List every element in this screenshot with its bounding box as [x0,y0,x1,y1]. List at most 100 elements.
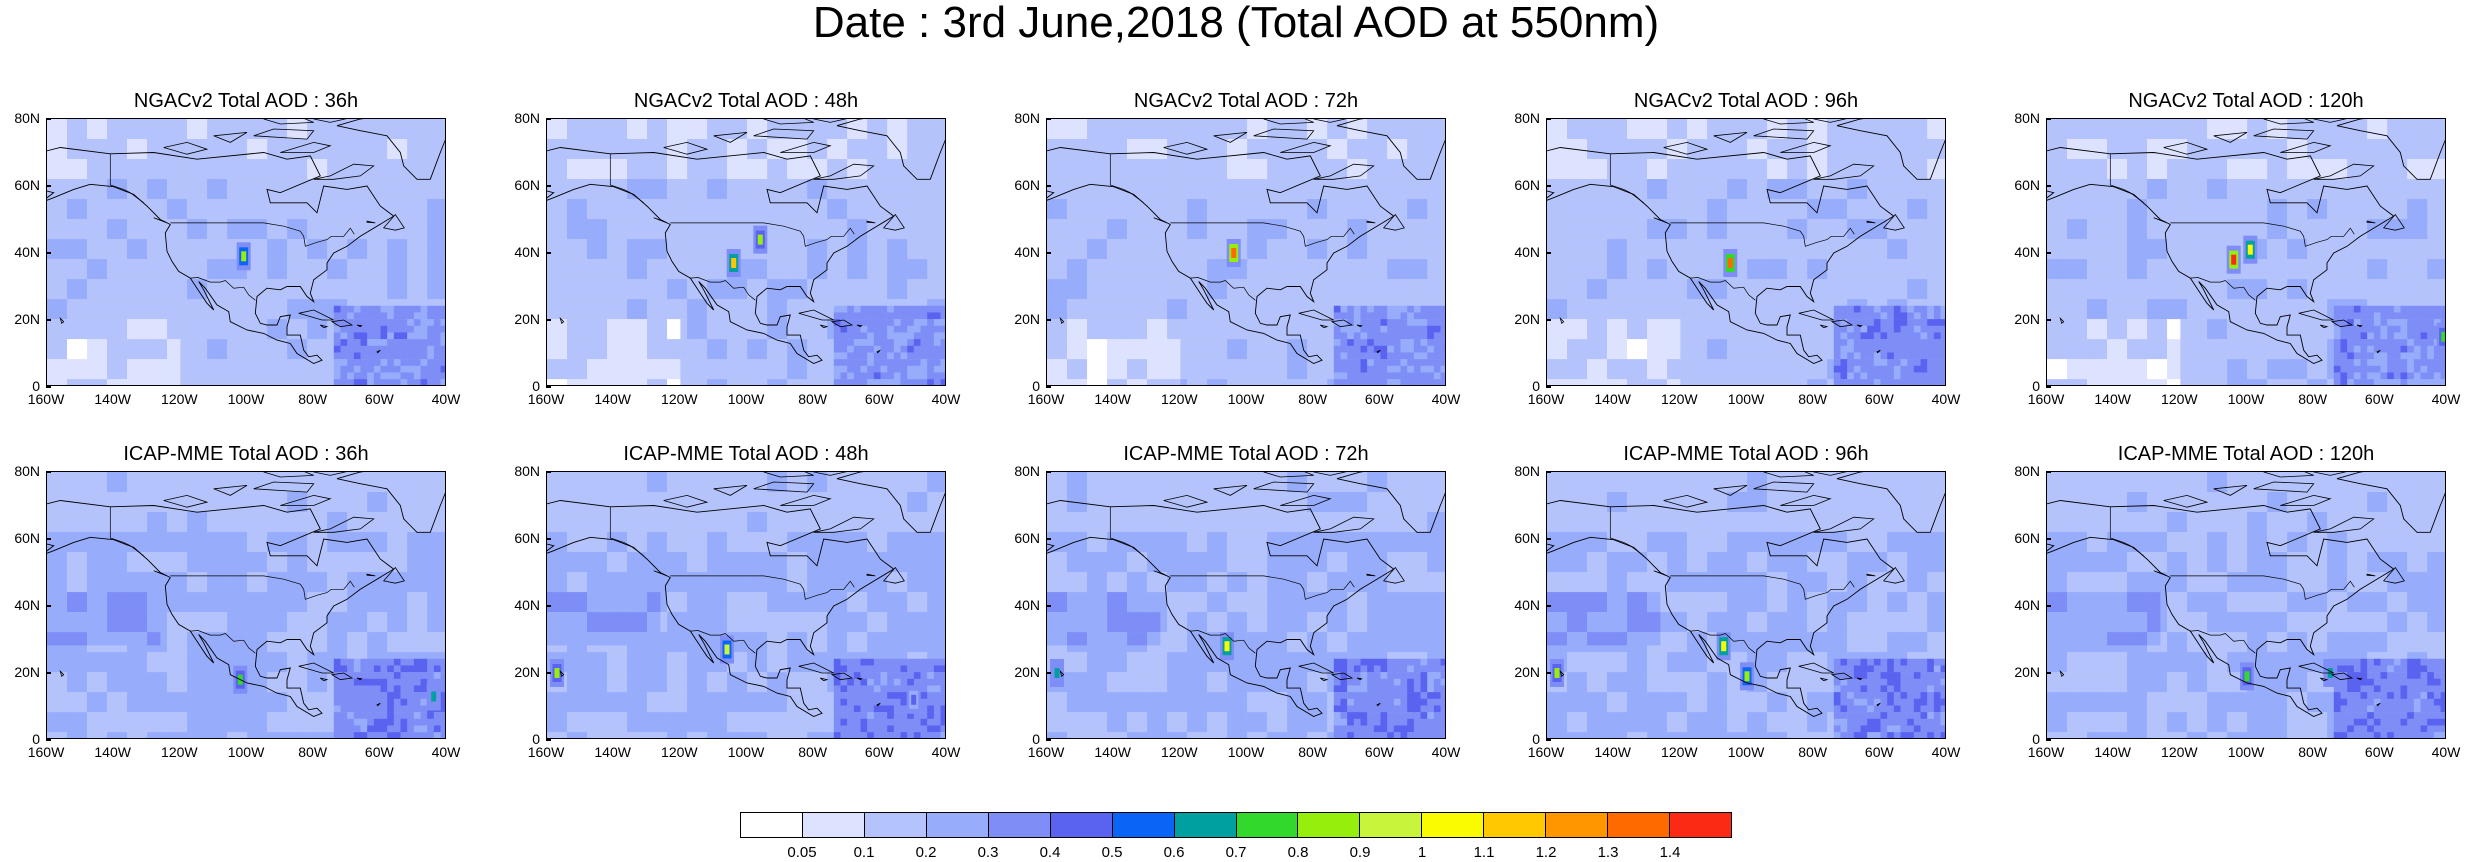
aod-cell [53,319,61,327]
aod-cell [400,185,408,193]
aod-cell [53,152,61,160]
aod-cell [633,232,641,240]
aod-cell [573,172,581,180]
aod-cell [647,359,655,367]
aod-cell [913,312,921,320]
aod-cell [387,305,395,313]
aod-cell [153,232,161,240]
aod-cell [187,232,195,240]
aod-cell [387,365,395,373]
aod-cell [720,345,728,353]
aod-cell [293,365,301,373]
aod-cell [813,132,821,140]
aod-cell [233,219,241,227]
aod-cell [773,165,781,173]
aod-cell [420,239,428,247]
aod-cell [267,285,275,293]
aod-cell [807,359,815,367]
aod-cell [573,165,581,173]
aod-cell [707,365,715,373]
aod-cell [800,359,808,367]
aod-cell [667,159,675,166]
aod-cell [353,139,361,146]
aod-cell [320,179,328,186]
aod-cell [753,205,761,213]
aod-cell [880,145,888,153]
aod-cell [773,139,781,146]
aod-cell [353,365,361,373]
aod-cell [247,152,255,160]
aod-cell [707,125,715,133]
aod-cell [107,365,114,373]
aod-cell [113,299,121,307]
aod-cell [873,312,881,320]
aod-cell [287,279,295,287]
aod-cell [780,299,788,307]
aod-cell [613,279,621,287]
aod-cell [320,345,328,353]
aod-cell [853,239,861,247]
aod-cell [793,299,801,307]
aod-cell [413,319,421,327]
aod-cell [653,352,661,360]
aod-cell [280,132,288,140]
aod-cell [773,365,781,373]
aod-cell [593,325,601,333]
aod-cell [553,305,561,313]
aod-cell [740,145,748,153]
aod-cell [927,279,935,287]
aod-cell [173,339,181,347]
aod-cell [760,299,768,307]
aod-cell [800,159,808,166]
aod-cell [380,265,388,273]
aod-cell [153,165,161,173]
aod-cell [393,345,401,353]
aod-cell [693,225,701,233]
aod-cell [353,259,361,267]
aod-cell [813,172,821,180]
aod-cell [620,359,628,367]
aod-cell [753,319,761,327]
aod-cell [707,199,715,207]
aod-cell [887,252,895,260]
aod-cell [880,212,888,220]
aod-cell [673,332,681,340]
aod-cell [287,299,295,307]
aod-cell [320,165,328,173]
aod-cell [547,232,554,240]
aod-cell [800,339,808,347]
aod-cell [833,299,841,307]
aod-cell [553,139,561,146]
aod-cell [633,305,641,313]
aod-cell [333,352,341,360]
aod-cell [560,192,568,200]
aod-cell [720,272,728,280]
aod-cell [160,319,168,327]
aod-cell [247,119,255,126]
aod-cell [360,345,368,353]
aod-cell [793,265,801,273]
aod-cell [713,119,721,126]
aod-cell [600,312,608,320]
aod-cell [573,265,581,273]
aod-cell [700,339,708,347]
aod-cell [340,372,348,380]
aod-cell [707,145,715,153]
aod-cell [53,359,61,367]
aod-cell [793,165,801,173]
aod-cell [753,339,761,347]
aod-cell [940,292,945,300]
aod-cell [807,199,815,207]
aod-cell [267,312,275,320]
aod-cell [400,352,408,360]
aod-cell [813,319,821,327]
aod-cell [367,152,375,160]
aod-cell [887,185,895,193]
aod-cell [247,372,255,380]
x-tick-label: 160W [28,392,65,406]
aod-cell [873,305,881,313]
aod-cell [93,199,101,207]
aod-cell [213,192,221,200]
aod-cell [413,332,421,340]
aod-cell [780,259,788,267]
